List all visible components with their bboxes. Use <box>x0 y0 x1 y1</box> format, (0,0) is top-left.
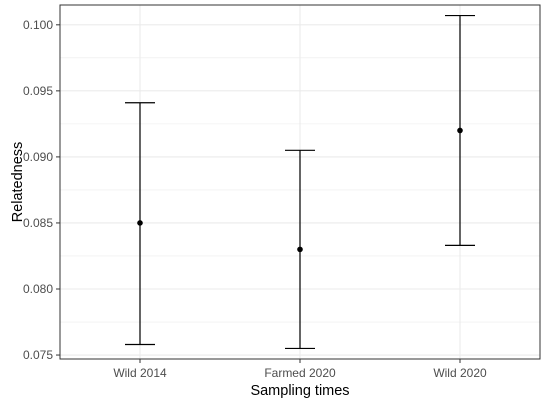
y-tick-label: 0.080 <box>23 282 53 296</box>
x-tick-label: Wild 2014 <box>113 366 167 380</box>
data-points <box>137 127 463 253</box>
x-tick-label: Wild 2020 <box>433 366 487 380</box>
x-axis: Wild 2014 Farmed 2020 Wild 2020 <box>113 359 487 380</box>
x-tick-label: Farmed 2020 <box>264 366 336 380</box>
y-axis-title: Relatedness <box>10 142 26 223</box>
y-tick-label: 0.090 <box>23 150 53 164</box>
x-axis-title: Sampling times <box>250 383 349 399</box>
y-tick-label: 0.075 <box>23 348 53 362</box>
data-point <box>137 220 143 226</box>
y-axis: 0.075 0.080 0.085 0.090 0.095 0.100 <box>23 18 60 362</box>
data-point <box>457 127 463 134</box>
y-tick-label: 0.100 <box>23 18 53 32</box>
y-tick-label: 0.095 <box>23 84 53 98</box>
y-tick-label: 0.085 <box>23 216 53 230</box>
data-point <box>297 246 303 253</box>
